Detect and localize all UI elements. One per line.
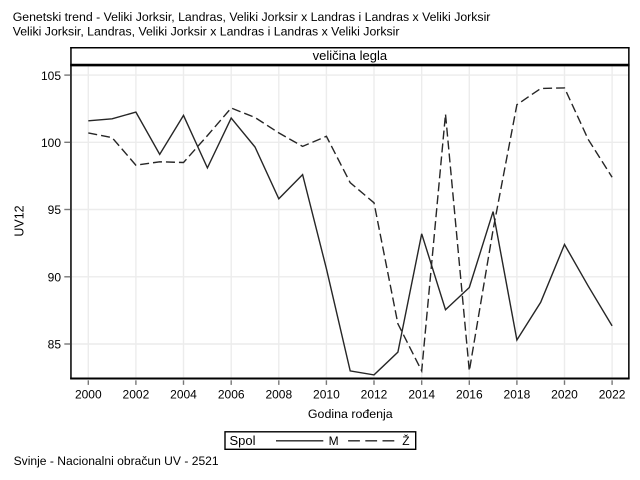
svg-text:UV12: UV12 (13, 205, 27, 236)
svg-text:2010: 2010 (313, 388, 340, 402)
svg-text:90: 90 (48, 271, 62, 285)
svg-text:85: 85 (48, 338, 62, 352)
svg-text:2004: 2004 (170, 388, 197, 402)
svg-text:95: 95 (48, 203, 62, 217)
svg-text:100: 100 (41, 136, 61, 150)
svg-text:2000: 2000 (75, 388, 102, 402)
svg-text:M: M (329, 434, 339, 448)
svg-text:2020: 2020 (551, 388, 578, 402)
svg-text:Spol: Spol (230, 433, 256, 448)
svg-text:2014: 2014 (408, 388, 435, 402)
svg-text:Ž: Ž (402, 433, 409, 448)
svg-text:2022: 2022 (599, 388, 626, 402)
svg-text:Veliki Jorksir, Landras, Velik: Veliki Jorksir, Landras, Veliki Jorksir … (13, 25, 400, 39)
svg-text:2016: 2016 (456, 388, 483, 402)
svg-text:2018: 2018 (504, 388, 531, 402)
svg-text:Godina rođenja: Godina rođenja (308, 407, 393, 421)
svg-text:Svinje - Nacionalni obračun UV: Svinje - Nacionalni obračun UV - 2521 (14, 454, 219, 468)
svg-text:Genetski trend - Veliki Jorksi: Genetski trend - Veliki Jorksir, Landras… (13, 10, 491, 24)
svg-text:2008: 2008 (265, 388, 292, 402)
svg-text:2012: 2012 (361, 388, 388, 402)
svg-text:veličina legla: veličina legla (313, 48, 388, 63)
svg-text:2006: 2006 (218, 388, 245, 402)
svg-text:105: 105 (41, 69, 61, 83)
svg-text:2002: 2002 (123, 388, 150, 402)
